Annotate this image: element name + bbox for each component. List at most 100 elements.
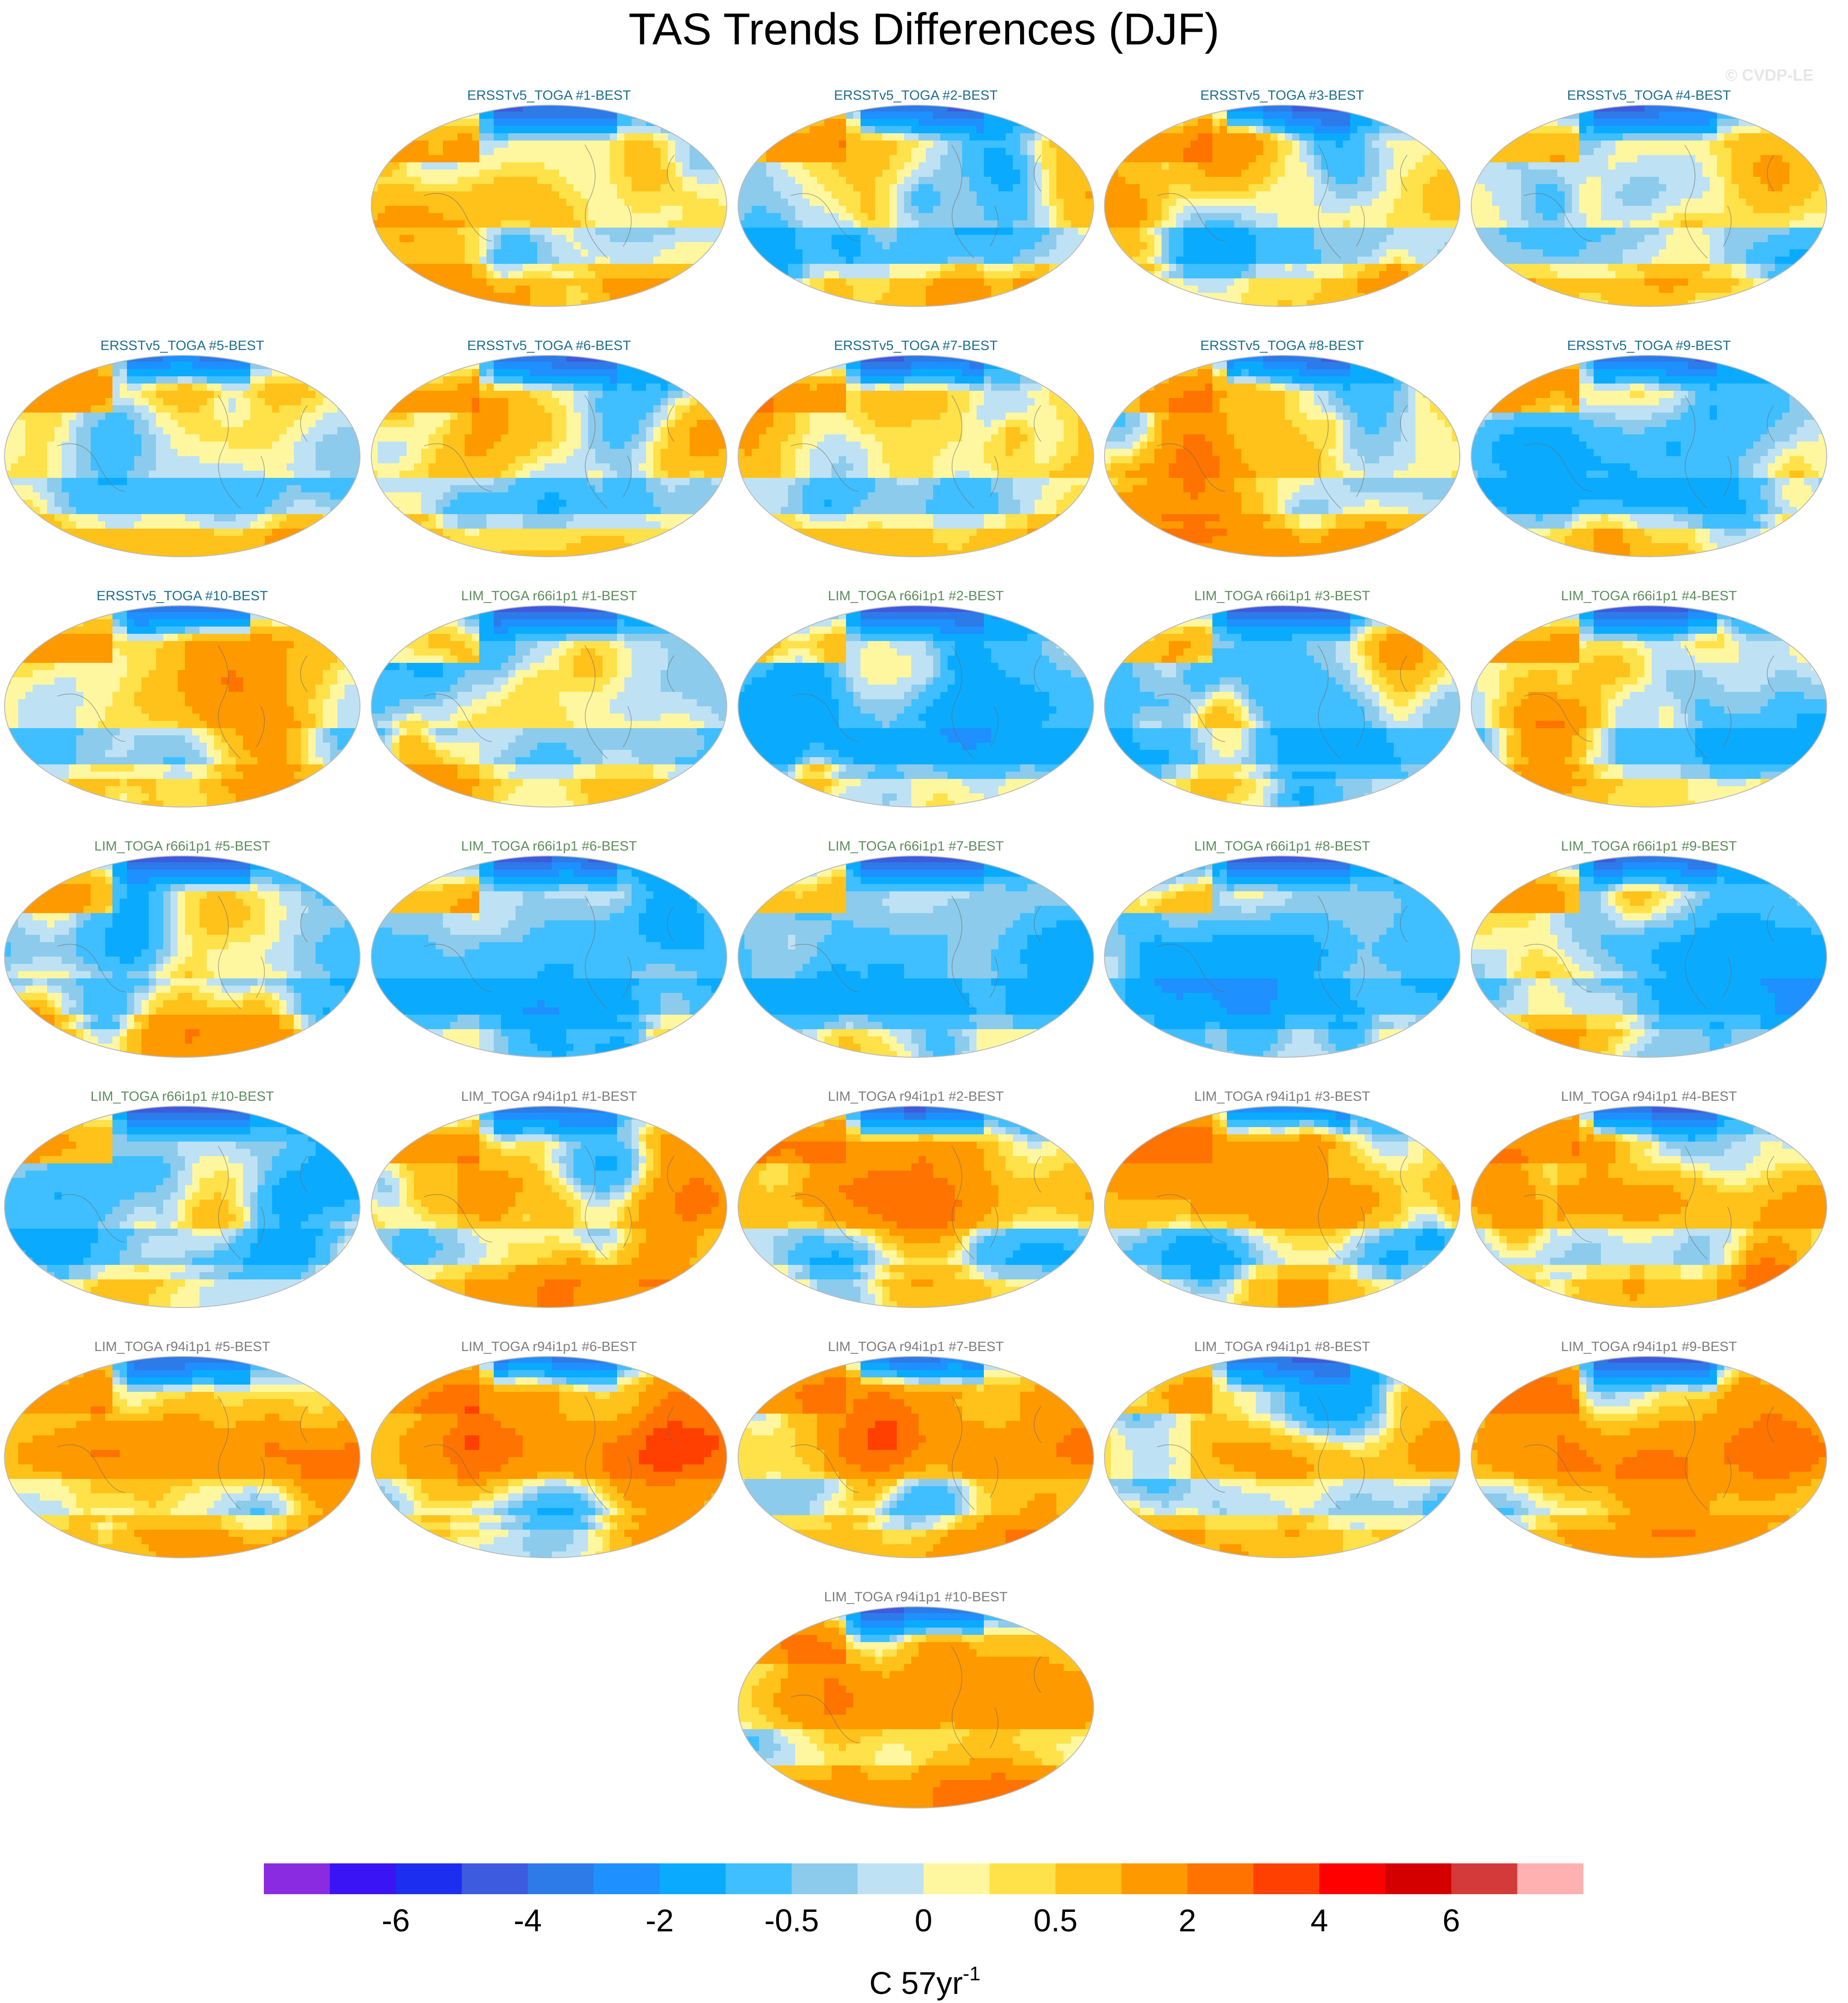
- colorbar-tick-label: 6: [1443, 1903, 1460, 1938]
- map-panel: LIM_TOGA r94i1p1 #2-BEST: [738, 1089, 1094, 1308]
- globe-outline: [371, 1106, 727, 1308]
- map-panel: LIM_TOGA r94i1p1 #9-BEST: [1471, 1339, 1827, 1558]
- panel-title: LIM_TOGA r66i1p1 #4-BEST: [1561, 588, 1737, 603]
- unit-superscript: -1: [963, 1963, 981, 1985]
- coastline: [423, 395, 675, 509]
- coastline: [423, 1396, 675, 1510]
- map-panel: LIM_TOGA r66i1p1 #1-BEST: [371, 588, 727, 807]
- colorbar-box: [462, 1863, 528, 1894]
- panel-title: LIM_TOGA r94i1p1 #2-BEST: [828, 1089, 1004, 1104]
- trend-field: [5, 1356, 360, 1558]
- map-panel: ERSSTv5_TOGA #9-BEST: [1471, 338, 1827, 557]
- trend-field: [371, 606, 727, 807]
- colorbar-box: [857, 1863, 924, 1894]
- trend-field: [738, 1607, 1094, 1808]
- coastline: [1157, 145, 1408, 259]
- trend-field: [1471, 1356, 1827, 1558]
- coastline: [1523, 395, 1775, 509]
- trend-field: [738, 1106, 1094, 1308]
- map-panel: LIM_TOGA r66i1p1 #10-BEST: [4, 1089, 360, 1308]
- trend-field: [738, 856, 1094, 1057]
- colorbar-unit-label: C 57yr-1: [869, 1963, 980, 2001]
- map-panel: LIM_TOGA r66i1p1 #4-BEST: [1471, 588, 1827, 807]
- map-panel: ERSSTv5_TOGA #10-BEST: [4, 588, 360, 807]
- coastline: [57, 645, 308, 759]
- colorbar-box: [660, 1863, 726, 1894]
- map-panel: LIM_TOGA r66i1p1 #8-BEST: [1104, 839, 1460, 1058]
- colorbar-box: [396, 1863, 462, 1894]
- coastline: [790, 1396, 1041, 1510]
- trend-field: [1104, 105, 1460, 306]
- panel-title: LIM_TOGA r66i1p1 #3-BEST: [1194, 588, 1370, 603]
- globe-outline: [4, 856, 360, 1058]
- trend-field: [371, 1106, 727, 1308]
- map-panel: ERSSTv5_TOGA #3-BEST: [1104, 88, 1460, 307]
- panel-title: ERSSTv5_TOGA #9-BEST: [1567, 338, 1731, 353]
- map-panel: LIM_TOGA r94i1p1 #10-BEST: [738, 1590, 1094, 1809]
- colorbar-box: [1385, 1863, 1452, 1894]
- trend-field: [5, 1106, 360, 1308]
- coastline: [790, 145, 1041, 259]
- panel-title: ERSSTv5_TOGA #10-BEST: [97, 588, 268, 603]
- globe-outline: [371, 105, 727, 307]
- trend-field: [371, 355, 727, 557]
- coastline: [1523, 645, 1775, 759]
- map-panel: LIM_TOGA r66i1p1 #5-BEST: [4, 839, 360, 1058]
- coastline: [1523, 895, 1775, 1010]
- colorbar-box: [989, 1863, 1056, 1894]
- panel-title: ERSSTv5_TOGA #5-BEST: [100, 338, 264, 353]
- map-panel: ERSSTv5_TOGA #8-BEST: [1104, 338, 1460, 557]
- globe-outline: [1471, 856, 1827, 1058]
- map-panel: LIM_TOGA r66i1p1 #2-BEST: [738, 588, 1094, 807]
- panel-title: ERSSTv5_TOGA #4-BEST: [1567, 88, 1731, 103]
- panel-title: LIM_TOGA r66i1p1 #5-BEST: [94, 839, 270, 854]
- trend-field: [738, 105, 1094, 306]
- map-panel: LIM_TOGA r94i1p1 #5-BEST: [4, 1339, 360, 1558]
- watermark: © CVDP-LE: [1725, 66, 1814, 84]
- colorbar-boxes: [264, 1863, 1584, 1894]
- coastline: [57, 1396, 308, 1510]
- globe-outline: [1104, 1356, 1460, 1558]
- globe-outline: [738, 105, 1094, 307]
- map-panel: LIM_TOGA r94i1p1 #4-BEST: [1471, 1089, 1827, 1308]
- colorbar-tick-label: 4: [1311, 1903, 1328, 1938]
- trend-field: [1104, 1106, 1460, 1308]
- colorbar-box: [725, 1863, 792, 1894]
- globe-outline: [371, 605, 727, 807]
- map-panel: ERSSTv5_TOGA #5-BEST: [4, 338, 360, 557]
- colorbar-box: [1055, 1863, 1122, 1894]
- trend-field: [1104, 1356, 1460, 1558]
- colorbar-box: [1319, 1863, 1386, 1894]
- trend-field: [1471, 606, 1827, 807]
- map-panel: LIM_TOGA r94i1p1 #3-BEST: [1104, 1089, 1460, 1308]
- colorbar-box: [924, 1863, 990, 1894]
- colorbar-tick-label: -0.5: [764, 1903, 819, 1938]
- globe-outline: [1471, 1106, 1827, 1308]
- globe-outline: [738, 1356, 1094, 1558]
- trend-field: [1104, 856, 1460, 1057]
- colorbar-box: [330, 1863, 396, 1894]
- panel-title: LIM_TOGA r94i1p1 #6-BEST: [461, 1339, 637, 1354]
- globe-outline: [371, 355, 727, 557]
- panel-title: ERSSTv5_TOGA #7-BEST: [834, 338, 997, 353]
- panel-title: ERSSTv5_TOGA #8-BEST: [1200, 338, 1364, 353]
- trend-field: [738, 606, 1094, 807]
- globe-outline: [1104, 856, 1460, 1058]
- panel-title: LIM_TOGA r94i1p1 #5-BEST: [94, 1339, 270, 1354]
- trend-field: [1104, 355, 1460, 557]
- map-panel: LIM_TOGA r94i1p1 #6-BEST: [371, 1339, 727, 1558]
- panel-title: LIM_TOGA r66i1p1 #6-BEST: [461, 839, 637, 854]
- panel-title: LIM_TOGA r66i1p1 #7-BEST: [828, 839, 1004, 854]
- map-panel: ERSSTv5_TOGA #4-BEST: [1471, 88, 1827, 307]
- colorbar-tick-label: -6: [382, 1903, 410, 1938]
- trend-field: [5, 606, 360, 807]
- colorbar: -6 -4 -2 -0.5 0 0.5 2 4 6 C 57yr-1: [264, 1863, 1584, 2001]
- map-panel: LIM_TOGA r66i1p1 #9-BEST: [1471, 839, 1827, 1058]
- coastline: [1157, 645, 1408, 759]
- coastline: [790, 645, 1041, 759]
- trend-field: [1104, 606, 1460, 807]
- coastline: [1157, 395, 1408, 509]
- globe-outline: [371, 856, 727, 1058]
- colorbar-tick-label: 2: [1179, 1903, 1196, 1938]
